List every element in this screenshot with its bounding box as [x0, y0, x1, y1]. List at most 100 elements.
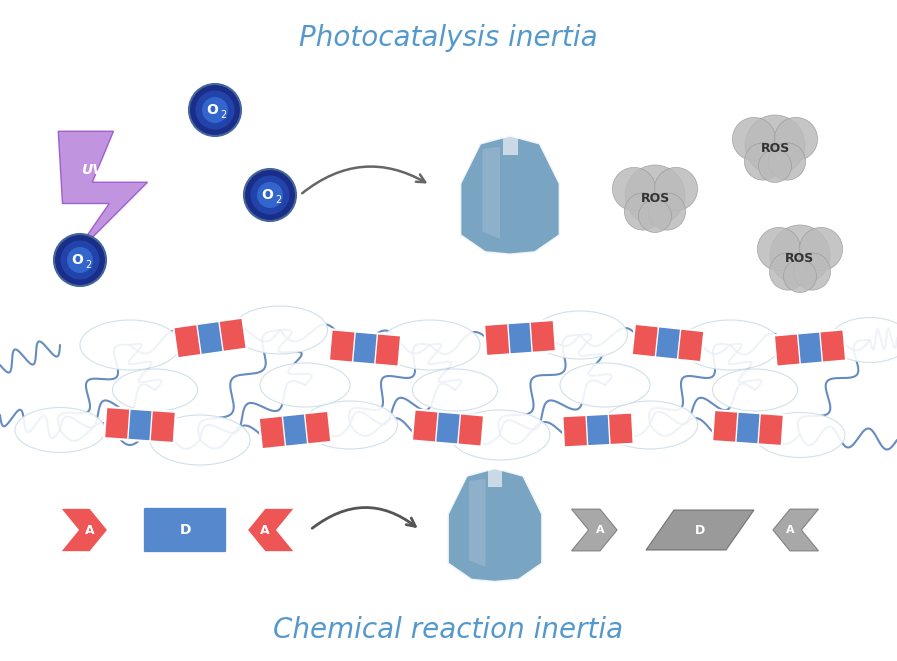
Circle shape — [202, 97, 228, 123]
Polygon shape — [247, 508, 295, 552]
Polygon shape — [488, 468, 502, 486]
Bar — [412, 409, 484, 447]
Circle shape — [624, 193, 662, 230]
Circle shape — [196, 91, 234, 130]
Bar — [656, 327, 680, 360]
Polygon shape — [448, 468, 543, 582]
Polygon shape — [58, 132, 147, 258]
Polygon shape — [571, 509, 617, 551]
Bar — [173, 318, 247, 358]
Circle shape — [770, 253, 806, 290]
Bar — [759, 413, 784, 446]
Circle shape — [794, 253, 831, 290]
Bar — [258, 411, 331, 449]
Ellipse shape — [533, 311, 628, 359]
Text: Chemical reaction inertia: Chemical reaction inertia — [273, 616, 623, 644]
Circle shape — [757, 227, 801, 270]
Ellipse shape — [413, 369, 498, 411]
Text: ROS: ROS — [640, 192, 670, 204]
Circle shape — [759, 149, 791, 182]
Bar — [484, 323, 509, 356]
Polygon shape — [773, 509, 818, 551]
Text: 2: 2 — [274, 195, 281, 205]
Polygon shape — [483, 147, 500, 239]
Circle shape — [639, 200, 672, 233]
Bar — [220, 318, 247, 352]
Circle shape — [799, 227, 842, 270]
Bar — [484, 320, 556, 356]
Ellipse shape — [560, 363, 650, 407]
Bar — [562, 415, 587, 447]
Text: Photocatalysis inertia: Photocatalysis inertia — [299, 24, 597, 52]
Text: 2: 2 — [220, 110, 226, 120]
Ellipse shape — [150, 415, 250, 465]
Polygon shape — [646, 510, 754, 550]
Circle shape — [625, 165, 685, 225]
Bar — [173, 325, 200, 358]
Circle shape — [774, 118, 817, 161]
Bar — [412, 409, 438, 442]
Circle shape — [54, 234, 106, 286]
Bar — [631, 324, 704, 362]
Text: D: D — [695, 524, 705, 537]
Ellipse shape — [755, 412, 845, 457]
Bar — [151, 410, 176, 443]
Bar — [458, 414, 484, 447]
Ellipse shape — [712, 369, 797, 411]
Ellipse shape — [680, 320, 780, 370]
Text: O: O — [71, 253, 83, 267]
Text: ROS: ROS — [761, 141, 789, 155]
Circle shape — [244, 169, 296, 221]
Bar — [631, 324, 704, 362]
Text: 2: 2 — [85, 260, 91, 270]
Text: UV: UV — [82, 163, 103, 176]
Circle shape — [189, 84, 241, 136]
Circle shape — [649, 193, 685, 230]
Ellipse shape — [830, 317, 897, 362]
Circle shape — [613, 167, 656, 211]
Ellipse shape — [302, 401, 397, 449]
Ellipse shape — [112, 369, 197, 411]
Bar — [774, 334, 799, 367]
Polygon shape — [502, 136, 518, 155]
Bar — [258, 411, 331, 449]
Bar — [562, 412, 633, 447]
Bar — [283, 413, 307, 447]
Bar — [678, 329, 704, 362]
Text: O: O — [261, 188, 273, 202]
Bar — [631, 324, 658, 357]
FancyBboxPatch shape — [143, 507, 227, 553]
Text: A: A — [85, 524, 95, 537]
Text: ROS: ROS — [786, 251, 814, 264]
Polygon shape — [469, 479, 485, 566]
Circle shape — [60, 241, 100, 280]
Bar — [587, 414, 609, 446]
Bar — [329, 329, 354, 362]
Bar — [436, 412, 460, 444]
Bar — [173, 318, 247, 358]
Bar — [712, 410, 784, 446]
Bar — [329, 329, 401, 367]
Bar — [736, 412, 760, 444]
Bar — [562, 412, 633, 447]
Circle shape — [732, 118, 776, 161]
Bar — [329, 329, 401, 367]
Bar — [509, 322, 532, 354]
Bar — [774, 329, 846, 367]
Circle shape — [770, 225, 830, 285]
Circle shape — [250, 176, 290, 215]
Ellipse shape — [603, 401, 698, 449]
Bar — [104, 407, 129, 440]
Text: A: A — [260, 524, 270, 537]
Bar — [774, 329, 846, 367]
Bar — [821, 329, 846, 362]
Text: O: O — [206, 103, 218, 117]
Circle shape — [745, 143, 781, 180]
Circle shape — [783, 260, 816, 293]
Bar — [376, 334, 401, 367]
Text: A: A — [596, 525, 605, 535]
Bar — [197, 321, 222, 355]
Ellipse shape — [450, 410, 550, 460]
Ellipse shape — [232, 306, 327, 354]
Circle shape — [745, 115, 805, 175]
